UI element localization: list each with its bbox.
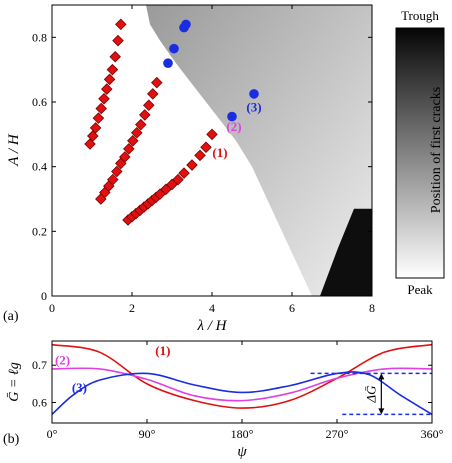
circle-marker <box>249 89 259 99</box>
delta-g-annotation: ΔḠ <box>310 372 432 416</box>
diamond-marker <box>101 83 113 95</box>
diamond-marker <box>109 50 121 63</box>
colorbar: Trough Peak Position of first cracks <box>395 8 445 297</box>
diamond-marker <box>143 99 155 111</box>
panel-a: (1) (2) (3) 0 2 4 6 8 0 0.2 0.4 0.6 0.8 λ / H A / H… <box>3 4 375 334</box>
diamond-marker <box>106 63 119 76</box>
diamond-marker <box>206 128 218 141</box>
diamond-marker <box>127 135 139 147</box>
diamond-marker <box>119 151 131 163</box>
diamond-marker <box>92 112 105 124</box>
y-tick-label: 0.6 <box>32 396 47 410</box>
diamond-marker <box>194 149 206 162</box>
panel-b: (1) (2)(3) ΔḠ 0° 90° 180° 270° 360° 0.6 0.7 ψ Ḡ… <box>3 340 444 460</box>
diamond-marker <box>131 126 143 139</box>
panel-a-xlabel: λ / H <box>197 318 228 334</box>
delta-label: ΔḠ <box>363 385 378 404</box>
diamond-marker <box>178 167 190 179</box>
panel-b-ylabel: Ḡ = ℓg <box>6 362 22 401</box>
diamond-marker <box>123 143 135 155</box>
panel-b-ticks: 0° 90° 180° 270° 360° 0.6 0.7 <box>32 341 444 441</box>
x-tick-label: 4 <box>209 301 215 315</box>
x-tick-label: 270° <box>326 427 349 441</box>
diamond-marker <box>186 159 198 171</box>
panel-b-xlabel: ψ <box>237 444 247 460</box>
series-line <box>51 367 433 402</box>
panel-a-ylabel: A / H <box>6 133 22 167</box>
panel-b-label: (b) <box>3 432 20 447</box>
circle-marker <box>169 43 179 54</box>
y-tick-label: 0.7 <box>32 358 47 372</box>
diamond-marker <box>103 73 116 86</box>
series-line <box>51 371 433 416</box>
curve-annotation: (1) <box>212 145 227 160</box>
diamond-marker <box>135 118 147 131</box>
diamond-marker <box>107 173 119 186</box>
panel-a-markers: (1) (2) (3) <box>84 18 262 226</box>
circle-marker <box>227 111 237 122</box>
delta-arrowhead <box>378 373 385 380</box>
diamond-marker <box>111 165 123 178</box>
panel-a-label: (a) <box>3 309 19 324</box>
diamond-marker <box>151 76 163 89</box>
circle-marker <box>181 19 191 30</box>
diamond-marker <box>112 34 124 47</box>
delta-arrowhead <box>378 408 385 415</box>
colorbar-top-label: Trough <box>401 8 439 23</box>
panel-a-ticks: 0 2 4 6 8 0 0.2 0.4 0.6 0.8 <box>32 5 375 315</box>
diamond-marker <box>95 102 107 115</box>
y-tick-label: 0.4 <box>32 160 47 174</box>
series-line <box>51 343 433 409</box>
x-tick-label: 360° <box>421 427 444 441</box>
colorbar-bottom-label: Peak <box>407 282 433 297</box>
diamond-marker <box>115 18 127 31</box>
x-tick-label: 0° <box>47 427 58 441</box>
curve-annotation: (3) <box>246 100 261 115</box>
diamond-marker <box>172 173 184 186</box>
curve-annotation: (2) <box>226 119 241 134</box>
diamond-marker <box>200 141 212 154</box>
heatmap-gray-region <box>146 5 372 296</box>
x-tick-label: 8 <box>369 301 375 315</box>
colorbar-gradient <box>395 27 445 279</box>
x-tick-label: 2 <box>129 301 135 315</box>
x-tick-label: 0 <box>49 301 55 315</box>
series-label: (3) <box>72 380 87 395</box>
y-tick-label: 0.6 <box>32 95 47 109</box>
x-tick-label: 90° <box>139 427 156 441</box>
y-tick-label: 0 <box>41 289 47 303</box>
series-label: (1) <box>155 343 170 358</box>
diamond-marker <box>147 88 159 100</box>
colorbar-title: Position of first cracks <box>429 87 444 213</box>
x-tick-label: 6 <box>289 301 295 315</box>
circle-marker <box>163 58 173 68</box>
panel-b-plot-area <box>52 341 432 423</box>
x-tick-label: 180° <box>231 427 254 441</box>
heatmap-trough-corner <box>320 208 372 296</box>
y-tick-label: 0.2 <box>32 224 47 238</box>
panel-b-lines: (1) (2)(3) <box>51 343 433 416</box>
y-tick-label: 0.8 <box>32 30 47 44</box>
diamond-marker <box>98 93 110 105</box>
diamond-marker <box>89 122 102 134</box>
series-label: (2) <box>55 352 70 367</box>
diamond-marker <box>139 109 151 121</box>
